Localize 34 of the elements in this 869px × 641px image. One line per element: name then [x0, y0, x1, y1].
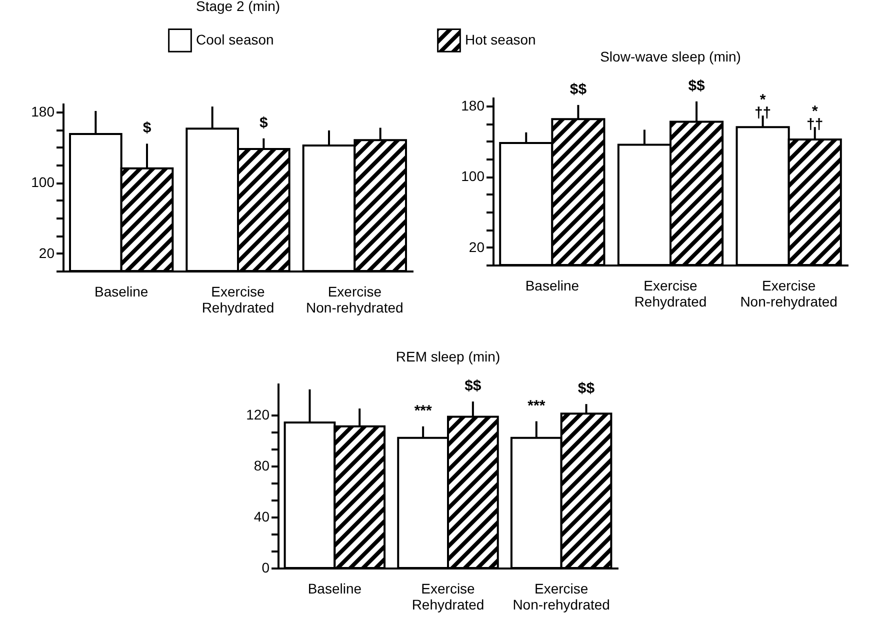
- legend-label: Cool season: [196, 31, 274, 48]
- y-tick-label: 120: [246, 406, 270, 422]
- y-tick-label: 180: [461, 97, 485, 114]
- x-tick-label: Exercise Rehydrated: [202, 284, 274, 316]
- y-tick-label: 100: [461, 168, 485, 184]
- y-tick-label: 40: [254, 508, 270, 524]
- annotation: ***: [528, 397, 546, 414]
- y-tick-label: 20: [468, 238, 485, 255]
- chart-title: Stage 2 (min): [196, 0, 280, 14]
- y-tick-label: 100: [31, 174, 55, 190]
- x-tick-label: Exercise Non-rehydrated: [740, 278, 838, 310]
- x-tick-label: Baseline: [94, 284, 148, 300]
- y-tick-label: 80: [254, 457, 270, 474]
- annotation: $$: [464, 378, 482, 394]
- x-tick-label: Exercise Non-rehydrated: [306, 284, 404, 316]
- annotation: $: [142, 120, 152, 137]
- x-tick-label: Baseline: [525, 278, 580, 294]
- y-tick-label: 180: [31, 103, 55, 120]
- y-tick-label: 20: [38, 244, 55, 261]
- annotation: $$: [688, 77, 706, 94]
- annotation: * ††: [754, 92, 772, 122]
- legend-label: Hot season: [465, 31, 536, 48]
- annotation: $: [259, 114, 268, 132]
- x-tick-label: Exercise Non-rehydrated: [512, 580, 610, 612]
- annotation: $$: [570, 80, 588, 98]
- chart-title: REM sleep (min): [396, 348, 500, 364]
- x-tick-label: Baseline: [308, 580, 362, 596]
- chart-title: Slow-wave sleep (min): [600, 48, 741, 64]
- annotation: * ††: [806, 103, 824, 134]
- x-tick-label: Exercise Rehydrated: [412, 580, 484, 612]
- x-tick-label: Exercise Rehydrated: [634, 278, 707, 310]
- annotation: ***: [414, 402, 432, 420]
- y-tick-label: 0: [262, 560, 270, 576]
- annotation: $$: [578, 380, 596, 398]
